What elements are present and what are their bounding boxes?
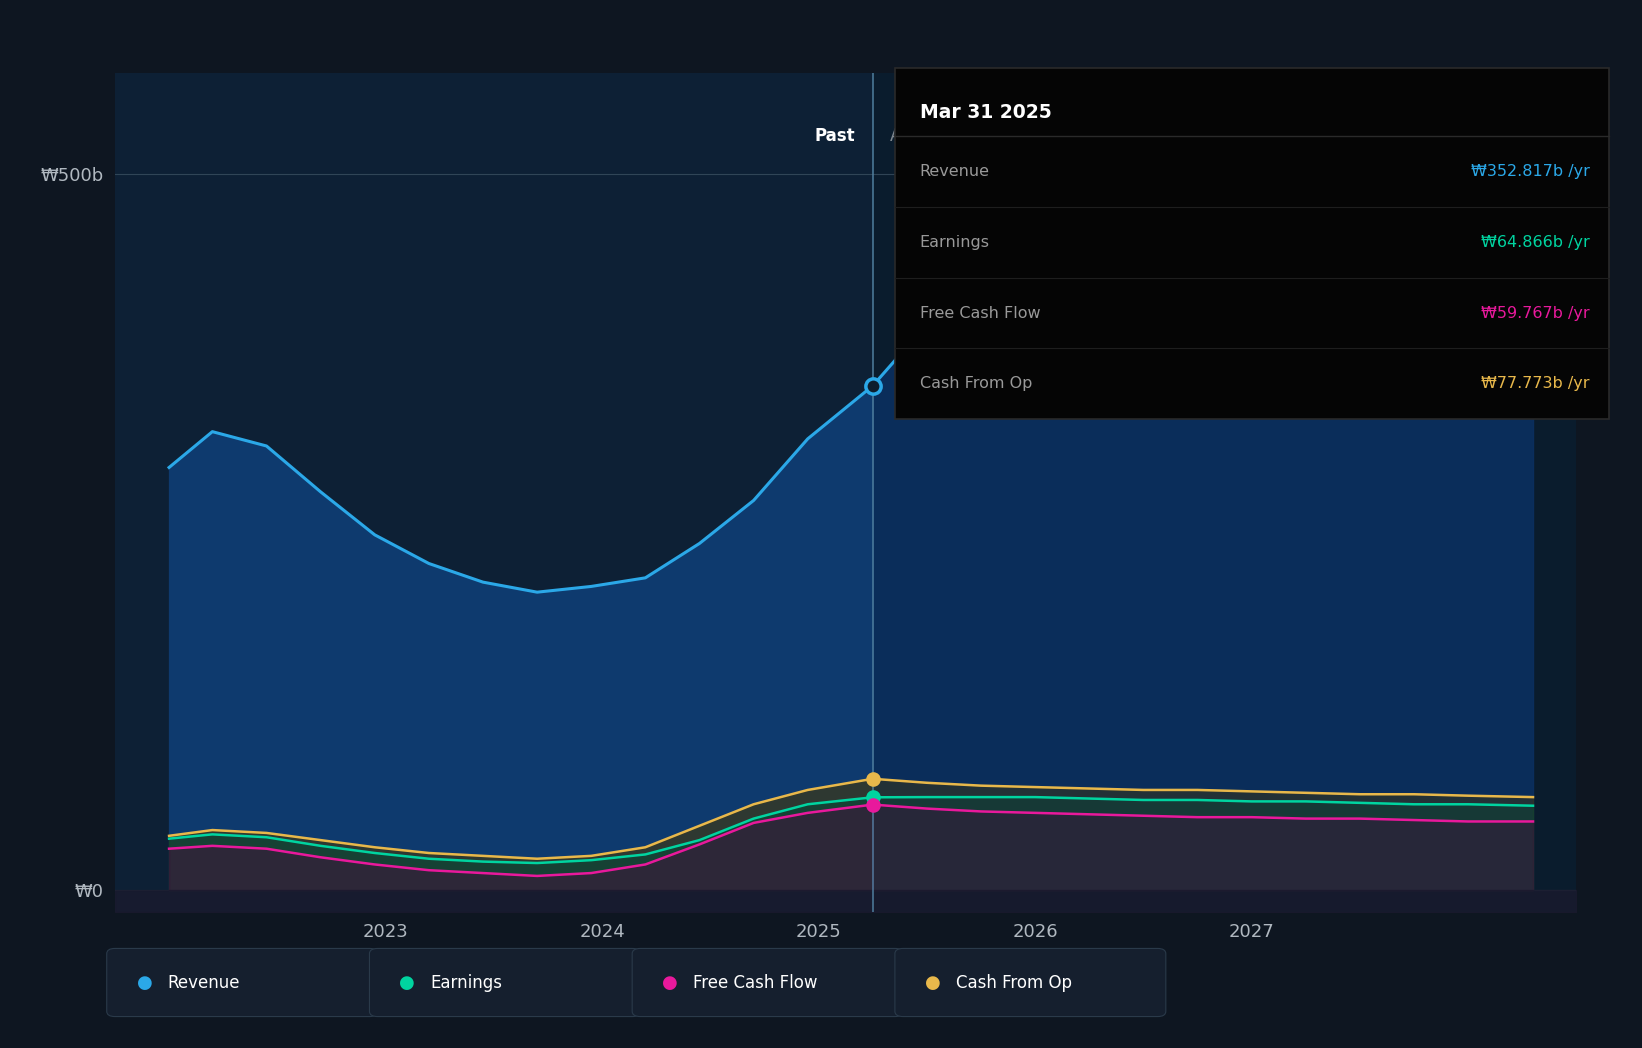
Text: Cash From Op: Cash From Op <box>920 376 1031 391</box>
Text: Revenue: Revenue <box>920 165 990 179</box>
Text: Free Cash Flow: Free Cash Flow <box>693 974 818 991</box>
Text: ₩77.773b /yr: ₩77.773b /yr <box>1481 376 1589 391</box>
Text: ●: ● <box>136 974 153 991</box>
Text: Mar 31 2025: Mar 31 2025 <box>920 103 1051 122</box>
Text: Past: Past <box>814 127 855 145</box>
Text: Cash From Op: Cash From Op <box>956 974 1072 991</box>
Text: ●: ● <box>399 974 415 991</box>
Bar <box>115 73 872 912</box>
Text: ₩64.866b /yr: ₩64.866b /yr <box>1481 235 1589 249</box>
Text: ●: ● <box>924 974 941 991</box>
Text: Free Cash Flow: Free Cash Flow <box>920 306 1039 321</box>
Text: Analysts Forecasts: Analysts Forecasts <box>890 127 1044 145</box>
Text: Earnings: Earnings <box>430 974 502 991</box>
Text: ₩59.767b /yr: ₩59.767b /yr <box>1481 306 1589 321</box>
Text: ●: ● <box>662 974 678 991</box>
Text: Earnings: Earnings <box>920 235 990 249</box>
Bar <box>872 73 1576 912</box>
Text: ₩352.817b /yr: ₩352.817b /yr <box>1471 165 1589 179</box>
Text: Revenue: Revenue <box>167 974 240 991</box>
